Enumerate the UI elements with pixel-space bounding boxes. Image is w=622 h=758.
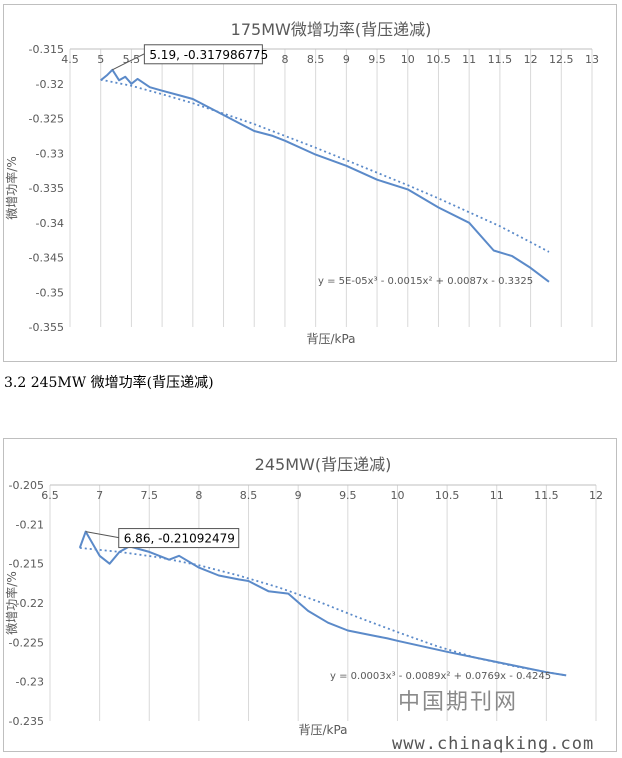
x-tick-label: 10.5 bbox=[435, 489, 460, 502]
x-axis-title: 背压/kPa bbox=[298, 723, 347, 737]
x-tick-label: 11.5 bbox=[534, 489, 559, 502]
chart-175mw-svg: 175MW微增功率(背压递减)4.555.566.577.588.599.510… bbox=[4, 20, 599, 346]
y-tick-label: -0.345 bbox=[29, 252, 64, 265]
x-tick-label: 5 bbox=[97, 53, 104, 66]
chart-175mw: 175MW微增功率(背压递减)4.555.566.577.588.599.510… bbox=[3, 4, 617, 362]
y-axis-title: 微增功率/% bbox=[4, 571, 19, 634]
x-tick-label: 11 bbox=[462, 53, 476, 66]
x-tick-label: 4.5 bbox=[61, 53, 79, 66]
x-tick-label: 12.5 bbox=[549, 53, 574, 66]
chart-title: 245MW(背压递减) bbox=[255, 455, 392, 474]
x-tick-label: 12 bbox=[589, 489, 603, 502]
watermark-chinese: 中国期刊网 bbox=[398, 690, 519, 715]
trendline bbox=[79, 547, 567, 677]
x-tick-label: 12 bbox=[524, 53, 538, 66]
x-tick-label: 10.5 bbox=[426, 53, 451, 66]
trendline-equation: y = 5E-05x³ - 0.0015x² + 0.0087x - 0.332… bbox=[318, 276, 533, 287]
x-tick-label: 8.5 bbox=[307, 53, 325, 66]
y-tick-label: -0.33 bbox=[36, 147, 64, 160]
x-tick-label: 8 bbox=[195, 489, 202, 502]
y-tick-label: -0.315 bbox=[29, 43, 64, 56]
x-tick-label: 9.5 bbox=[368, 53, 386, 66]
x-tick-label: 11.5 bbox=[488, 53, 513, 66]
annotation-label: 5.19, -0.317986775 bbox=[149, 48, 268, 62]
annotation-box bbox=[143, 44, 263, 65]
x-tick-label: 7 bbox=[96, 489, 103, 502]
data-series-line bbox=[78, 530, 567, 677]
y-axis-title: 微增功率/% bbox=[4, 156, 19, 219]
chart-title: 175MW微增功率(背压递减) bbox=[231, 20, 432, 39]
y-tick-label: -0.34 bbox=[36, 217, 64, 230]
x-tick-label: 6.5 bbox=[41, 489, 59, 502]
x-tick-label: 10 bbox=[390, 489, 404, 502]
x-tick-label: 9 bbox=[295, 489, 302, 502]
y-tick-label: -0.355 bbox=[29, 321, 64, 334]
annotation-leader bbox=[85, 531, 119, 539]
chart-245mw-svg: 245MW(背压递减) 6.5 7 7.5 8 8.5 9 9.5 10 10.5 11 11.5 12… bbox=[4, 455, 603, 737]
y-tick-label: -0.205 bbox=[9, 479, 44, 492]
chart-245mw: 245MW(背压递减) 6.5 7 7.5 8 8.5 9 9.5 10 10.5 11 11.5 12… bbox=[3, 438, 617, 752]
watermark-url: www.chinaqking.com bbox=[392, 734, 595, 754]
y-tick-label: -0.21 bbox=[16, 518, 44, 531]
x-tick-label: 8 bbox=[281, 53, 288, 66]
y-tick-label: -0.23 bbox=[16, 676, 44, 689]
x-tick-label: 9.5 bbox=[339, 489, 357, 502]
figure-caption: 3.2 245MW 微增功率(背压递减) bbox=[4, 375, 214, 391]
y-tick-label: -0.325 bbox=[29, 113, 64, 126]
trendline-equation: y = 0.0003x³ - 0.0089x² + 0.0769x - 0.42… bbox=[330, 671, 551, 682]
x-tick-label: 10 bbox=[401, 53, 415, 66]
x-axis-title: 背压/kPa bbox=[306, 332, 355, 346]
annotation-leader bbox=[112, 53, 145, 71]
x-tick-label: 7.5 bbox=[141, 489, 159, 502]
x-tick-label: 8.5 bbox=[240, 489, 258, 502]
annotation-label: 6.86, -0.21092479 bbox=[124, 532, 235, 546]
y-tick-label: -0.235 bbox=[9, 715, 44, 728]
x-tick-label: 9 bbox=[343, 53, 350, 66]
y-tick-label: -0.215 bbox=[9, 558, 44, 571]
annotation-box bbox=[118, 528, 240, 549]
x-tick-label: 5.5 bbox=[123, 53, 141, 66]
y-tick-label: -0.225 bbox=[9, 636, 44, 649]
y-tick-label: -0.335 bbox=[29, 182, 64, 195]
y-tick-label: -0.32 bbox=[36, 78, 64, 91]
data-series-line bbox=[100, 68, 550, 283]
y-tick-label: -0.35 bbox=[36, 286, 64, 299]
x-tick-label: 13 bbox=[585, 53, 599, 66]
x-tick-label: 11 bbox=[490, 489, 504, 502]
trendline bbox=[100, 78, 550, 253]
y-tick-label: -0.22 bbox=[16, 597, 44, 610]
